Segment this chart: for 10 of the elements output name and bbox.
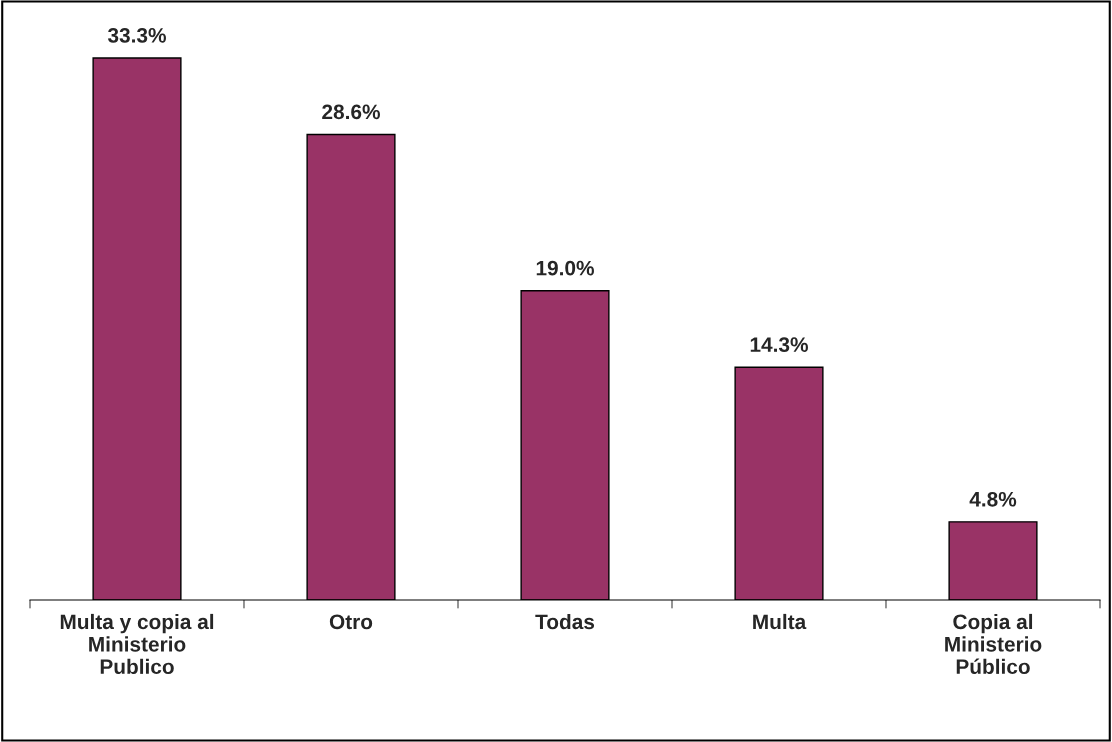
x-tick-label: Todas <box>535 613 595 630</box>
data-label: 14.3% <box>750 337 808 353</box>
data-label: 33.3% <box>107 27 166 43</box>
x-tick-label: Otro <box>329 614 373 630</box>
x-tick-label: Copia al Ministerio Público <box>945 613 1042 675</box>
x-tick-label: Multa <box>753 613 807 630</box>
data-label: 19.0% <box>536 260 594 276</box>
x-tick-label: Multa y copia al Ministerio Publico <box>60 613 214 675</box>
data-label: 4.8% <box>969 491 1017 507</box>
data-label: 28.6% <box>322 104 380 120</box>
